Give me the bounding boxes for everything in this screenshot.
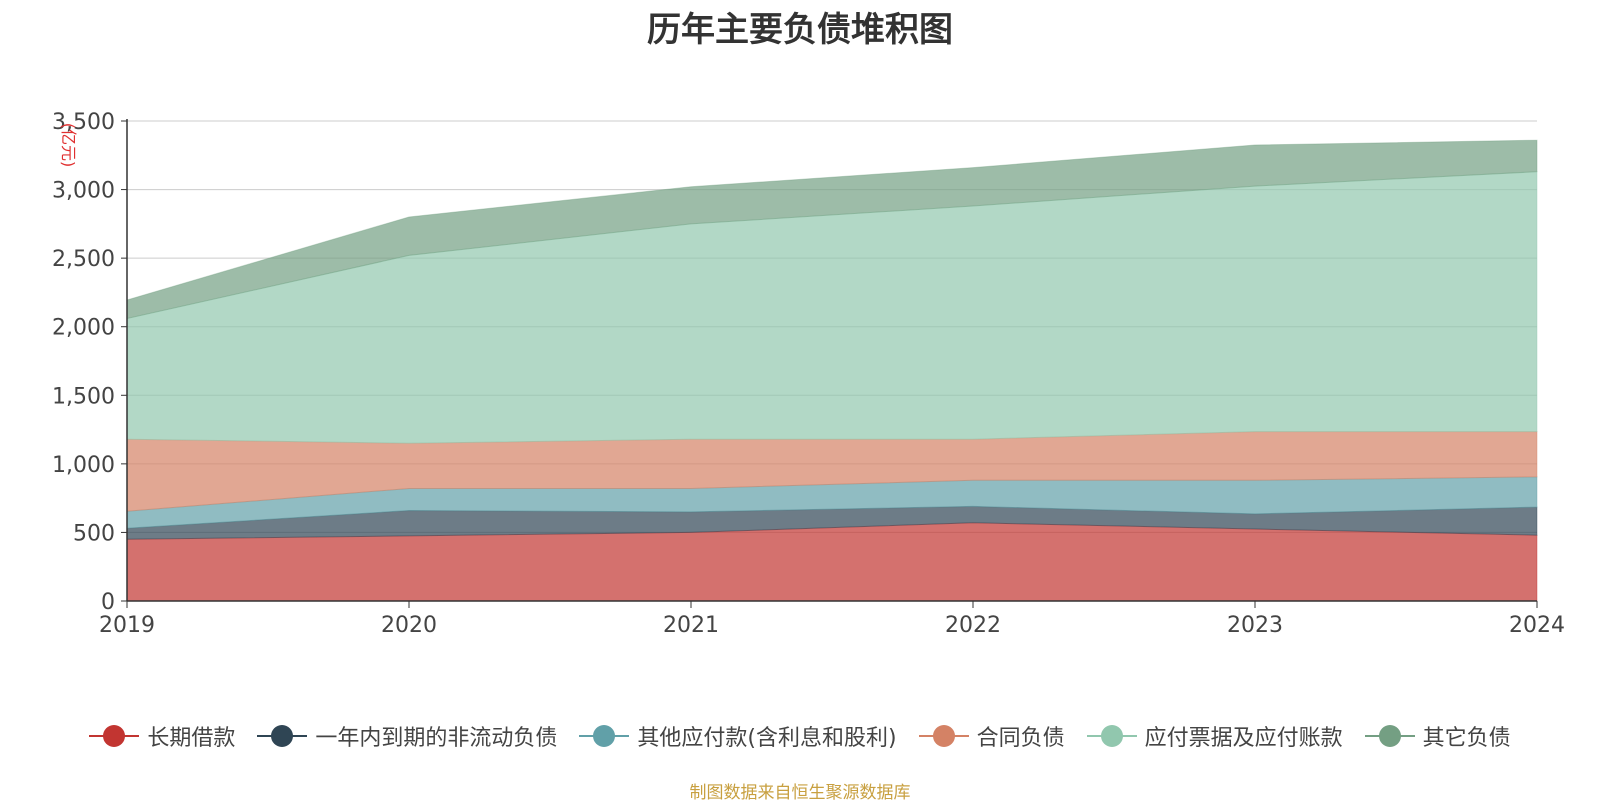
- legend-item-2[interactable]: 一年内到期的非流动负债: [257, 720, 557, 752]
- y-tick-label: 1,500: [52, 384, 115, 409]
- legend-label: 合同负债: [976, 726, 1065, 751]
- legend-item-5[interactable]: 应付票据及应付账款: [1086, 720, 1343, 752]
- y-tick-label: 3,500: [52, 110, 115, 135]
- legend-label: 一年内到期的非流动负债: [315, 726, 558, 751]
- x-tick-label: 2020: [381, 613, 437, 638]
- y-tick-label: 3,000: [52, 179, 115, 204]
- y-tick-label: 0: [101, 590, 115, 615]
- y-tick-label: 1,000: [52, 453, 115, 478]
- legend-item-3[interactable]: 其他应付款(含利息和股利): [579, 720, 897, 752]
- stacked-area-chart: 0 500 1,000 1,500 2,000 2,500 3,000 3,500 2019 20…: [52, 110, 1565, 638]
- legend-item-1[interactable]: 长期借款: [89, 720, 235, 752]
- x-tick-label: 2023: [1227, 613, 1283, 638]
- x-tick-label: 2021: [663, 613, 719, 638]
- legend-marker-icon: [1364, 724, 1415, 748]
- y-tick-label: 2,500: [52, 247, 115, 272]
- legend-marker-icon: [89, 724, 140, 748]
- x-tick-label: 2019: [99, 613, 155, 638]
- y-axis-label: (亿元): [59, 123, 78, 168]
- legend-marker-icon: [257, 724, 308, 748]
- axis-layer: 0 500 1,000 1,500 2,000 2,500 3,000 3,500 2019 20…: [52, 110, 1565, 638]
- y-tick-label: 500: [73, 521, 115, 546]
- legend-label: 其他应付款(含利息和股利): [637, 726, 897, 751]
- legend-marker-icon: [1086, 724, 1137, 748]
- legend-label: 其它负债: [1422, 726, 1511, 751]
- legend-item-6[interactable]: 其它负债: [1364, 720, 1511, 752]
- y-tick-label: 2,000: [52, 316, 115, 341]
- legend-label: 应付票据及应付账款: [1144, 726, 1343, 751]
- legend-marker-icon: [918, 724, 969, 748]
- legend-item-4[interactable]: 合同负债: [918, 720, 1065, 752]
- legend-marker-icon: [579, 724, 630, 748]
- area-layer: [126, 139, 1538, 602]
- x-tick-label: 2024: [1509, 613, 1565, 638]
- source-note: 制图数据来自恒生聚源数据库: [689, 783, 911, 803]
- chart-title: 历年主要负债堆积图: [647, 10, 953, 50]
- legend: 长期借款 一年内到期的非流动负债 其他应付款(含利息和股利) 合同负债 应付票据及应付账…: [0, 720, 1600, 752]
- legend-label: 长期借款: [147, 726, 236, 751]
- x-tick-label: 2022: [945, 613, 1001, 638]
- area-series-6: [126, 139, 1538, 320]
